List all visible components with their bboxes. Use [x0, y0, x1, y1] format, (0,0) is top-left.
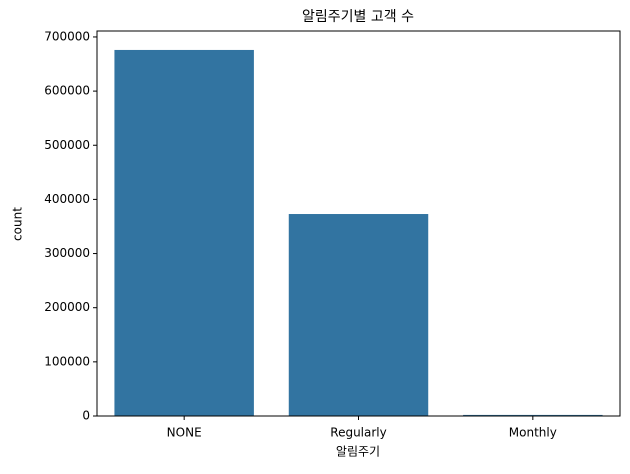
bar	[463, 414, 603, 416]
x-tick-label: NONE	[167, 426, 202, 440]
y-axis-label: count	[11, 207, 25, 241]
y-tick-label: 500000	[44, 138, 90, 152]
y-tick-label: 200000	[44, 300, 90, 314]
x-tick-label: Regularly	[330, 426, 386, 440]
bar	[114, 49, 254, 416]
x-axis-label: 알림주기	[336, 445, 380, 459]
y-tick-label: 300000	[44, 246, 90, 260]
plot-frame	[96, 30, 621, 417]
y-tick-label: 0	[82, 409, 90, 423]
y-tick-label: 600000	[44, 84, 90, 98]
y-tick-label: 700000	[44, 29, 90, 43]
bar	[288, 214, 429, 416]
y-tick-label: 400000	[44, 192, 90, 206]
y-tick-label: 100000	[44, 354, 90, 368]
x-tick-label: Monthly	[509, 426, 557, 440]
chart-title: 알림주기별 고객 수	[302, 9, 414, 25]
